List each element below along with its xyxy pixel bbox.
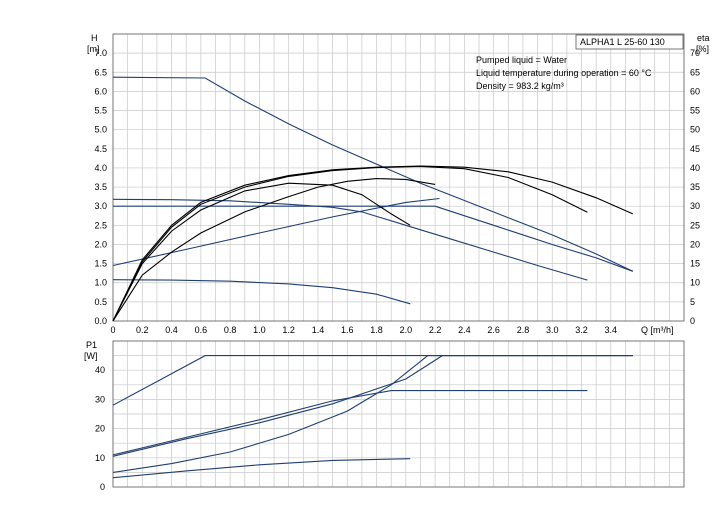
eta-tick-label: 55 <box>690 106 700 116</box>
info-density: Density = 983.2 kg/m³ <box>476 81 564 91</box>
head-axis-label: H <box>91 33 98 43</box>
power-tick-label: 10 <box>95 453 105 463</box>
head-tick-label: 0.5 <box>94 297 107 307</box>
power-axis-label: P1 <box>86 340 97 350</box>
head-axis-unit: [m] <box>87 44 100 54</box>
x-tick-label: 3.2 <box>575 325 588 335</box>
eta-tick-label: 45 <box>690 144 700 154</box>
eta-tick-label: 35 <box>690 182 700 192</box>
head-curve <box>112 76 634 272</box>
x-tick-label: 0 <box>110 325 115 335</box>
head-tick-label: 5.5 <box>94 106 107 116</box>
eta-axis-label: eta <box>697 33 710 43</box>
power-chart-ticks: 0 10 20 30 40 <box>95 365 105 492</box>
efficiency-curve <box>112 182 411 322</box>
x-tick-label: 0.4 <box>165 325 178 335</box>
x-tick-label: 0.2 <box>136 325 149 335</box>
x-tick-label: 2.2 <box>429 325 442 335</box>
power-chart-frame <box>112 340 685 488</box>
x-tick-label: 1.6 <box>341 325 354 335</box>
power-curve <box>112 355 633 473</box>
eta-tick-label: 25 <box>690 220 700 230</box>
head-chart-frame <box>112 33 685 322</box>
eta-tick-label: 0 <box>690 316 695 326</box>
x-tick-label: 3.0 <box>546 325 559 335</box>
head-tick-label: 4.0 <box>94 163 107 173</box>
eta-tick-label: 65 <box>690 67 700 77</box>
x-tick-label: 0.8 <box>224 325 237 335</box>
head-tick-label: 3.0 <box>94 201 107 211</box>
info-pumped-liquid: Pumped liquid = Water <box>476 55 567 65</box>
head-tick-label: 5.0 <box>94 125 107 135</box>
info-liquid-temperature: Liquid temperature during operation = 60… <box>476 68 652 78</box>
power-tick-label: 20 <box>95 424 105 434</box>
power-axis-unit: [W] <box>84 351 98 361</box>
head-tick-label: 2.0 <box>94 239 107 249</box>
x-tick-label: 1.8 <box>370 325 383 335</box>
power-chart-grid <box>113 341 684 487</box>
head-curve <box>434 205 633 272</box>
power-chart-curves <box>112 355 633 479</box>
model-box-label: ALPHA1 L 25-60 130 <box>580 37 665 47</box>
head-tick-label: 3.5 <box>94 182 107 192</box>
head-tick-label: 6.0 <box>94 86 107 96</box>
eta-axis-unit: [%] <box>696 44 709 54</box>
eta-tick-label: 70 <box>690 48 700 58</box>
head-chart-curves <box>112 76 634 322</box>
power-tick-label: 40 <box>95 365 105 375</box>
power-tick-label: 0 <box>100 482 105 492</box>
flow-axis-label: Q [m³/h] <box>641 325 674 335</box>
head-curve <box>112 197 440 267</box>
eta-tick-label: 60 <box>690 86 700 96</box>
efficiency-curve <box>112 165 588 322</box>
x-tick-label: 1.0 <box>253 325 266 335</box>
eta-tick-label: 20 <box>690 239 700 249</box>
head-tick-label: 1.5 <box>94 259 107 269</box>
head-tick-label: 7.0 <box>94 48 107 58</box>
x-tick-label: 2.8 <box>517 325 530 335</box>
eta-tick-label: 30 <box>690 201 700 211</box>
power-curve <box>112 458 411 479</box>
eta-tick-label: 15 <box>690 259 700 269</box>
head-tick-label: 1.0 <box>94 278 107 288</box>
x-tick-label: 3.4 <box>605 325 618 335</box>
x-tick-label: 2.4 <box>458 325 471 335</box>
eta-tick-label: 10 <box>690 278 700 288</box>
power-curve <box>112 390 588 456</box>
head-chart-ticks: 0 0.2 0.4 0.6 0.8 1.0 1.2 1.4 1.6 1.8 2.0 2.2 2.4 2.6… <box>94 48 700 335</box>
eta-tick-label: 5 <box>690 297 695 307</box>
x-tick-label: 1.2 <box>282 325 295 335</box>
efficiency-curve <box>112 165 634 322</box>
power-curve <box>112 355 633 457</box>
head-tick-label: 4.5 <box>94 144 107 154</box>
head-chart-grid <box>113 34 684 321</box>
x-tick-label: 2.0 <box>400 325 413 335</box>
head-curve <box>112 279 411 305</box>
head-curve <box>112 198 588 281</box>
head-tick-label: 2.5 <box>94 220 107 230</box>
x-tick-label: 1.4 <box>312 325 325 335</box>
eta-tick-label: 40 <box>690 163 700 173</box>
efficiency-curve <box>112 178 436 322</box>
model-box <box>575 34 684 50</box>
head-tick-label: 0.0 <box>94 316 107 326</box>
x-tick-label: 0.6 <box>195 325 208 335</box>
power-curve <box>112 355 633 406</box>
x-tick-label: 2.6 <box>487 325 500 335</box>
power-tick-label: 30 <box>95 394 105 404</box>
head-tick-label: 6.5 <box>94 67 107 77</box>
eta-tick-label: 50 <box>690 125 700 135</box>
